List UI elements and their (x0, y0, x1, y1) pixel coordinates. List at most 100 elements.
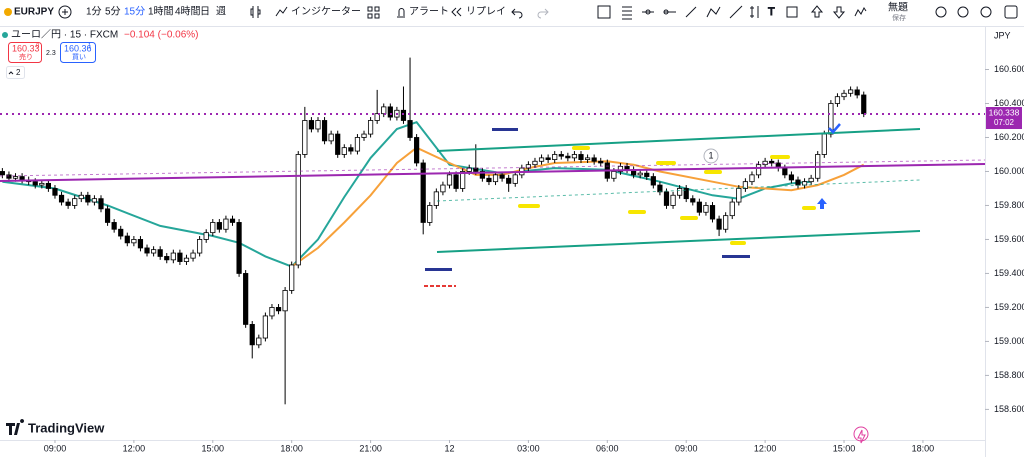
y-tick-label: 159.000 (994, 336, 1024, 346)
tool-line[interactable] (729, 5, 743, 19)
candle-body (321, 120, 328, 142)
indicators-button[interactable]: インジケーター (291, 6, 361, 18)
candle-body (177, 252, 183, 262)
drawing-tools: T (597, 5, 867, 20)
sell-price: 160.33 (12, 43, 40, 53)
candle-body (262, 315, 268, 339)
candle-body (499, 174, 505, 179)
candle-body (637, 172, 643, 176)
up-arrow (817, 198, 827, 209)
indicator-count: 2 (16, 68, 21, 77)
candle-body (861, 94, 867, 115)
fullscreen-button[interactable] (1004, 5, 1018, 19)
highlight-marks (518, 146, 816, 245)
tool-brush[interactable] (706, 6, 721, 18)
interval[interactable]: 1時間 (148, 6, 174, 18)
candle-body (821, 133, 827, 155)
x-tick-label: 03:00 (517, 443, 540, 453)
brand-name: TradingView (28, 420, 105, 435)
tool-pattern[interactable] (854, 7, 867, 17)
candle-body (460, 171, 466, 189)
candle-body (124, 235, 130, 244)
candle-body (407, 120, 413, 138)
candle-body (137, 239, 144, 249)
highlight (730, 241, 746, 245)
candle-body (545, 157, 551, 160)
candle-body (381, 106, 387, 115)
x-tick-label: 21:00 (359, 443, 382, 453)
tool-select[interactable] (597, 5, 611, 19)
candle-body (12, 176, 19, 179)
tool-measure[interactable] (750, 6, 759, 18)
candle-body (696, 201, 702, 213)
candle-body (354, 137, 361, 152)
candle-body (769, 160, 775, 164)
x-tick-label: 09:00 (675, 443, 698, 453)
candle-body (677, 188, 683, 196)
countdown-label: 07:02 (994, 118, 1015, 127)
candle-body (367, 120, 374, 135)
chart-type-button[interactable] (250, 6, 261, 18)
tool-shape[interactable] (786, 6, 798, 18)
interval[interactable]: 5分 (105, 6, 121, 18)
layout-name[interactable]: 無題 (888, 1, 908, 14)
redo-button[interactable] (537, 8, 549, 19)
candle-body (683, 188, 689, 200)
settings-button[interactable] (957, 6, 969, 18)
replay-button[interactable]: リプレイ (466, 6, 506, 18)
tool-trend[interactable] (685, 6, 697, 18)
save-label[interactable]: 保存 (892, 13, 906, 22)
add-symbol-plus (62, 9, 68, 15)
alert-button[interactable]: アラート (409, 6, 449, 18)
candle-body (729, 201, 735, 217)
undo-button[interactable] (511, 8, 523, 19)
highlight (704, 170, 722, 174)
axis-currency[interactable]: JPY (994, 30, 1011, 40)
tool-short[interactable] (832, 6, 846, 19)
y-tick-label: 160.000 (994, 166, 1024, 176)
candle-body (788, 174, 795, 181)
level-mark (492, 128, 518, 131)
candle-body (243, 273, 249, 325)
x-tick-label: 06:00 (596, 443, 619, 453)
camera-button[interactable] (980, 6, 992, 18)
tool-fib[interactable] (622, 6, 632, 20)
search-button[interactable] (935, 6, 947, 18)
interval[interactable]: 4時間 (175, 6, 201, 18)
tool-long[interactable] (810, 5, 824, 18)
candle-body (144, 247, 150, 254)
buy-button[interactable] (60, 42, 96, 63)
indicators-toggle[interactable] (6, 66, 25, 79)
y-tick-label: 160.600 (994, 64, 1024, 74)
drawings: 1 (0, 123, 986, 444)
candle-body (52, 188, 58, 196)
candle-body (644, 172, 650, 177)
interval[interactable]: 週 (216, 6, 226, 18)
sell-button[interactable] (8, 42, 42, 63)
events-circle[interactable] (853, 426, 869, 442)
candle-body (492, 174, 499, 183)
candle-body (85, 194, 91, 203)
add-symbol[interactable] (58, 5, 72, 19)
indicators-icon (275, 6, 288, 17)
interval[interactable]: 1分 (86, 6, 102, 18)
candle-body (289, 264, 295, 291)
candle-body (111, 222, 117, 230)
interval-active[interactable]: 15分 (124, 6, 145, 18)
check-mark (828, 123, 841, 134)
symbol[interactable]: EURJPY (14, 7, 54, 18)
candle-body (453, 174, 459, 189)
interval[interactable]: 日 (200, 7, 210, 18)
layouts-button[interactable] (367, 6, 380, 19)
moving-average (291, 146, 865, 268)
candle-body (723, 215, 729, 230)
candle-body (6, 174, 12, 179)
candle-body (197, 239, 203, 254)
candle-body (183, 257, 190, 262)
candle-body (538, 157, 545, 162)
highlight (518, 204, 540, 208)
candle-body (427, 205, 433, 223)
candle-body (736, 188, 742, 203)
tool-text[interactable]: T (768, 5, 776, 18)
marker-circle (703, 148, 719, 164)
